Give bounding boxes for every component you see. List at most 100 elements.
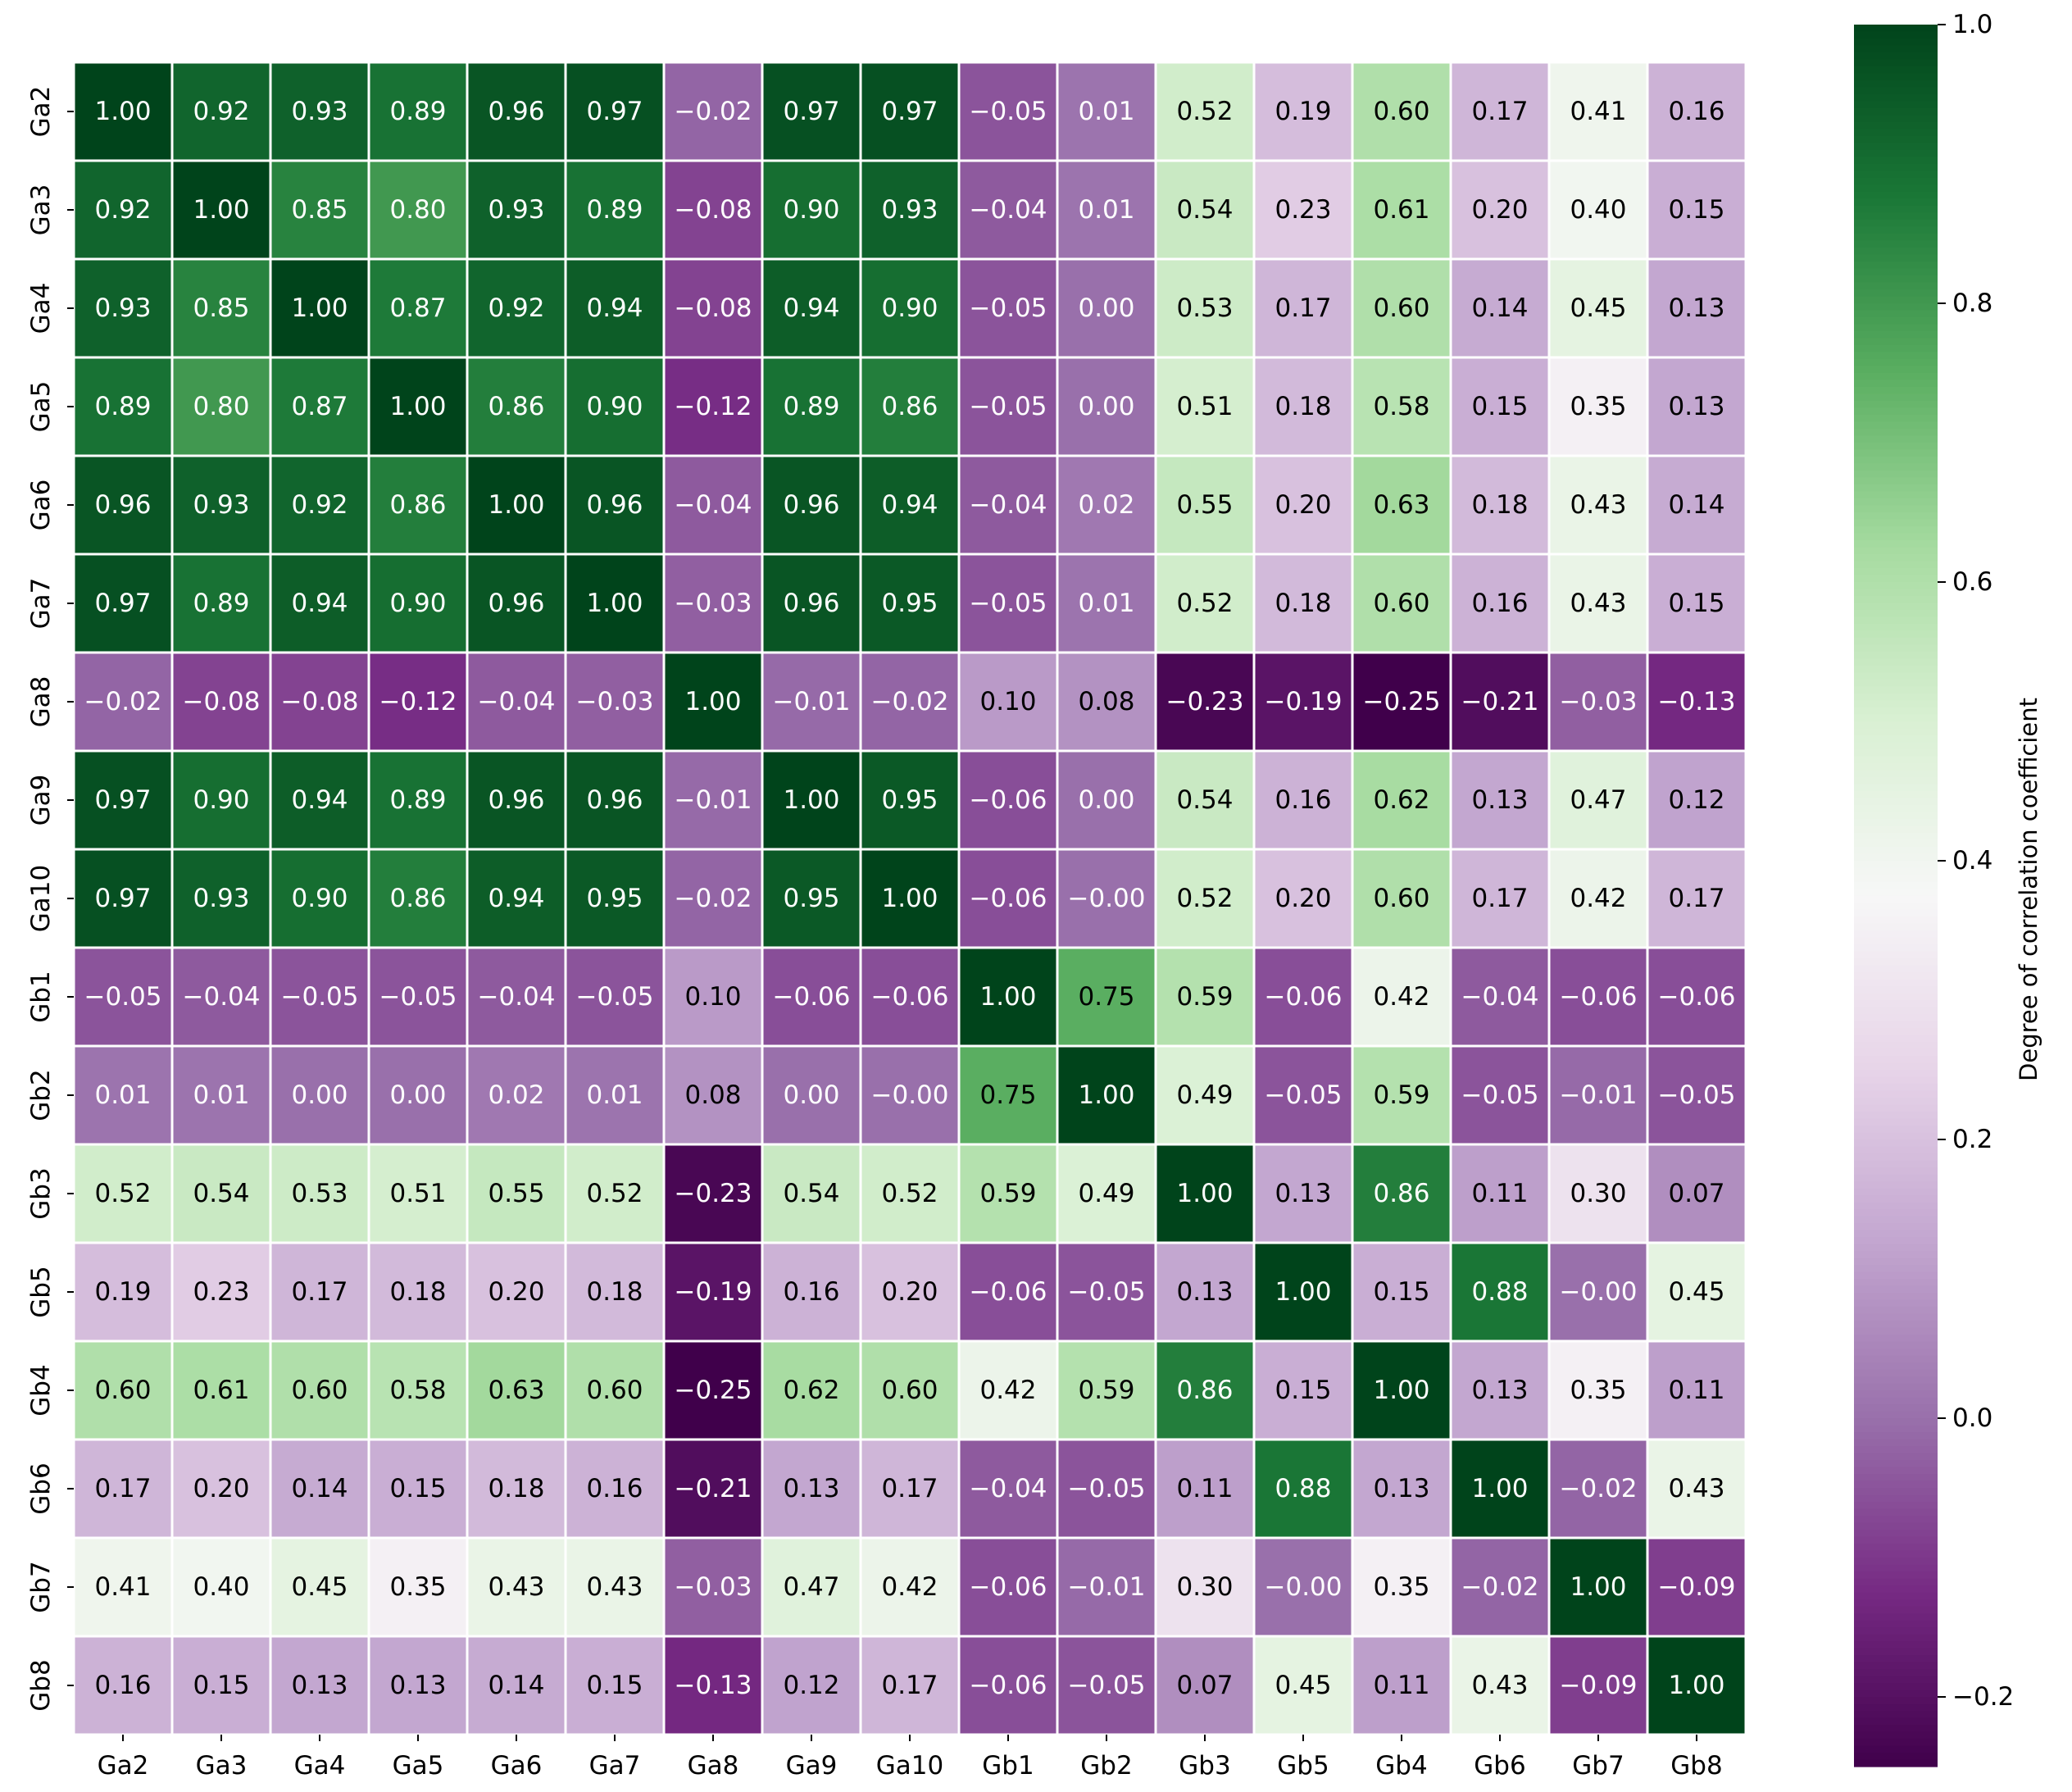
- cell-value-label: 0.17: [1471, 97, 1528, 126]
- cell-value-label: 0.97: [94, 589, 151, 618]
- heatmap-cell: [761, 1339, 862, 1441]
- colorbar-segment: [1854, 1620, 1938, 1628]
- colorbar-segment: [1854, 903, 1938, 911]
- colorbar-segment: [1854, 1530, 1938, 1538]
- cell-value-label: 0.15: [586, 1671, 643, 1700]
- cell-value-label: 0.90: [193, 785, 249, 815]
- cell-value-label: −0.09: [1658, 1572, 1736, 1602]
- cell-value-label: 0.13: [1471, 785, 1528, 815]
- y-tick-label: Gb4: [26, 1364, 56, 1416]
- colorbar-segment: [1854, 184, 1938, 193]
- colorbar-segment: [1854, 1571, 1938, 1580]
- colorbar-segment: [1854, 484, 1938, 493]
- cell-value-label: 0.43: [586, 1572, 643, 1602]
- cell-value-label: 0.96: [488, 589, 544, 618]
- cell-value-label: 0.95: [586, 884, 643, 913]
- heatmap-cell: [1056, 553, 1157, 654]
- cell-value-label: 0.89: [94, 392, 151, 421]
- heatmap-cell: [367, 946, 469, 1048]
- x-tick-label: Gb1: [982, 1751, 1034, 1781]
- cell-value-label: 0.47: [783, 1572, 839, 1602]
- colorbar-segment: [1854, 359, 1938, 367]
- colorbar-segment: [1854, 805, 1938, 813]
- colorbar-segment: [1854, 714, 1938, 722]
- heatmap-cell: [72, 651, 174, 753]
- cell-value-label: 0.87: [291, 392, 348, 421]
- cell-value-label: 0.60: [1373, 884, 1429, 913]
- cell-value-label: 0.13: [783, 1474, 839, 1503]
- cell-value-label: 1.00: [94, 97, 151, 126]
- heatmap-cell: [662, 454, 764, 556]
- heatmap-cell: [1351, 651, 1452, 753]
- colorbar-segment: [1854, 1321, 1938, 1329]
- colorbar-segment: [1854, 373, 1938, 381]
- cell-value-label: −0.02: [871, 687, 949, 716]
- cell-value-label: 0.18: [389, 1277, 446, 1307]
- heatmap-cell: [564, 1241, 666, 1343]
- heatmap-cell: [564, 553, 666, 654]
- heatmap-cell: [761, 651, 862, 753]
- heatmap-cell: [170, 1143, 272, 1244]
- heatmap-cell: [269, 1536, 370, 1638]
- cell-value-label: −0.06: [1560, 982, 1638, 1012]
- colorbar-segment: [1854, 686, 1938, 694]
- heatmap-cell: [1449, 356, 1551, 457]
- heatmap-cell: [1351, 454, 1452, 556]
- cell-value-label: −0.02: [1461, 1572, 1539, 1602]
- colorbar-segment: [1854, 1606, 1938, 1614]
- heatmap-cell: [367, 1339, 469, 1441]
- x-tick-label: Gb3: [1179, 1751, 1230, 1781]
- cell-value-label: 0.02: [1078, 490, 1134, 520]
- heatmap-cell: [1547, 356, 1649, 457]
- colorbar-segment: [1854, 429, 1938, 437]
- cell-value-label: 0.75: [979, 1080, 1036, 1110]
- cell-value-label: 0.94: [291, 589, 348, 618]
- cell-value-label: 0.00: [1078, 785, 1134, 815]
- cell-value-label: −0.01: [1068, 1572, 1146, 1602]
- colorbar-segment: [1854, 1209, 1938, 1217]
- colorbar-segment: [1854, 1000, 1938, 1008]
- heatmap-cell: [761, 1241, 862, 1343]
- heatmap-cell: [367, 1536, 469, 1638]
- colorbar-segment: [1854, 268, 1938, 276]
- colorbar-segment: [1854, 1474, 1938, 1482]
- colorbar-segment: [1854, 1007, 1938, 1015]
- colorbar-segment: [1854, 234, 1938, 242]
- x-tick-label: Gb2: [1080, 1751, 1132, 1781]
- x-tick-label: Ga7: [589, 1751, 641, 1781]
- heatmap-cell: [859, 1339, 961, 1441]
- colorbar-segment: [1854, 87, 1938, 95]
- heatmap-cell: [761, 1536, 862, 1638]
- cell-value-label: −0.08: [183, 687, 261, 716]
- heatmap-cell: [1646, 356, 1747, 457]
- cell-value-label: 0.45: [1275, 1671, 1331, 1700]
- colorbar-segment: [1854, 1167, 1938, 1176]
- colorbar-segment: [1854, 331, 1938, 339]
- colorbar-segment: [1854, 847, 1938, 855]
- cell-value-label: 0.13: [1668, 293, 1724, 323]
- cell-value-label: −0.05: [281, 982, 359, 1012]
- colorbar-segment: [1854, 694, 1938, 702]
- colorbar-segment: [1854, 512, 1938, 521]
- heatmap-cell: [564, 257, 666, 359]
- cell-value-label: 0.51: [1176, 392, 1233, 421]
- colorbar-segment: [1854, 728, 1938, 736]
- colorbar-segment: [1854, 443, 1938, 451]
- cell-value-label: −0.05: [1068, 1671, 1146, 1700]
- colorbar-segment: [1854, 73, 1938, 81]
- heatmap-cell: [859, 454, 961, 556]
- colorbar-segment: [1854, 707, 1938, 716]
- colorbar-segment: [1854, 1258, 1938, 1266]
- cell-value-label: −0.03: [576, 687, 654, 716]
- cell-value-label: −0.04: [1461, 982, 1539, 1012]
- heatmap-cell: [859, 848, 961, 949]
- cell-value-label: −0.08: [675, 195, 752, 225]
- heatmap-cell: [1449, 1241, 1551, 1343]
- heatmap-cell: [1351, 159, 1452, 261]
- heatmap-cell: [269, 1241, 370, 1343]
- heatmap-cell: [1646, 454, 1747, 556]
- cell-value-label: −0.06: [970, 1671, 1047, 1700]
- cell-value-label: 0.90: [881, 293, 938, 323]
- x-tick-label: Ga8: [688, 1751, 739, 1781]
- colorbar-segment: [1854, 1195, 1938, 1203]
